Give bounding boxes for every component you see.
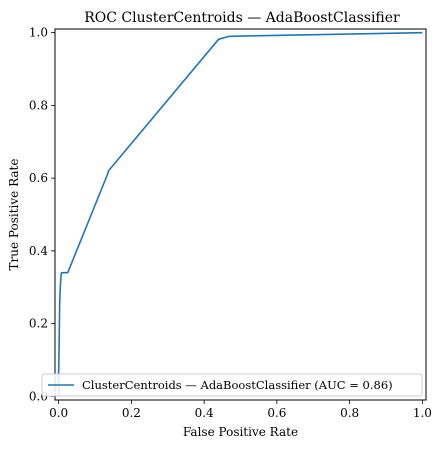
roc-curve-line bbox=[57, 31, 423, 397]
legend-entry-label: ClusterCentroids — AdaBoostClassifier (A… bbox=[82, 378, 393, 392]
chart-title: ROC ClusterCentroids — AdaBoostClassifie… bbox=[84, 10, 400, 26]
y-tick-label: 0.6 bbox=[29, 171, 48, 185]
x-tick-label: 1.0 bbox=[413, 406, 432, 420]
x-tick-label: 0.0 bbox=[49, 406, 68, 420]
y-tick-label: 0.8 bbox=[29, 98, 48, 112]
y-tick-label: 0.4 bbox=[29, 244, 48, 258]
y-tick-label: 1.0 bbox=[29, 26, 48, 40]
curve-layer bbox=[57, 31, 423, 397]
legend-box bbox=[41, 373, 423, 397]
x-tick-label: 0.8 bbox=[340, 406, 359, 420]
x-tick-label: 0.2 bbox=[122, 406, 141, 420]
x-axis-label: False Positive Rate bbox=[183, 425, 298, 439]
plot-frame bbox=[54, 28, 427, 401]
x-axis-ticks: 0.0 0.2 0.4 0.6 0.8 1.0 bbox=[49, 400, 432, 420]
plot-area bbox=[54, 28, 427, 401]
x-tick-label: 0.6 bbox=[267, 406, 286, 420]
y-axis-label: True Positive Rate bbox=[7, 159, 21, 271]
y-axis-ticks: 0.00.20.40.60.81.0 bbox=[29, 26, 55, 403]
x-tick-label: 0.4 bbox=[195, 406, 214, 420]
y-tick-label: 0.2 bbox=[29, 317, 48, 331]
legend: ClusterCentroids — AdaBoostClassifier (A… bbox=[41, 373, 423, 397]
